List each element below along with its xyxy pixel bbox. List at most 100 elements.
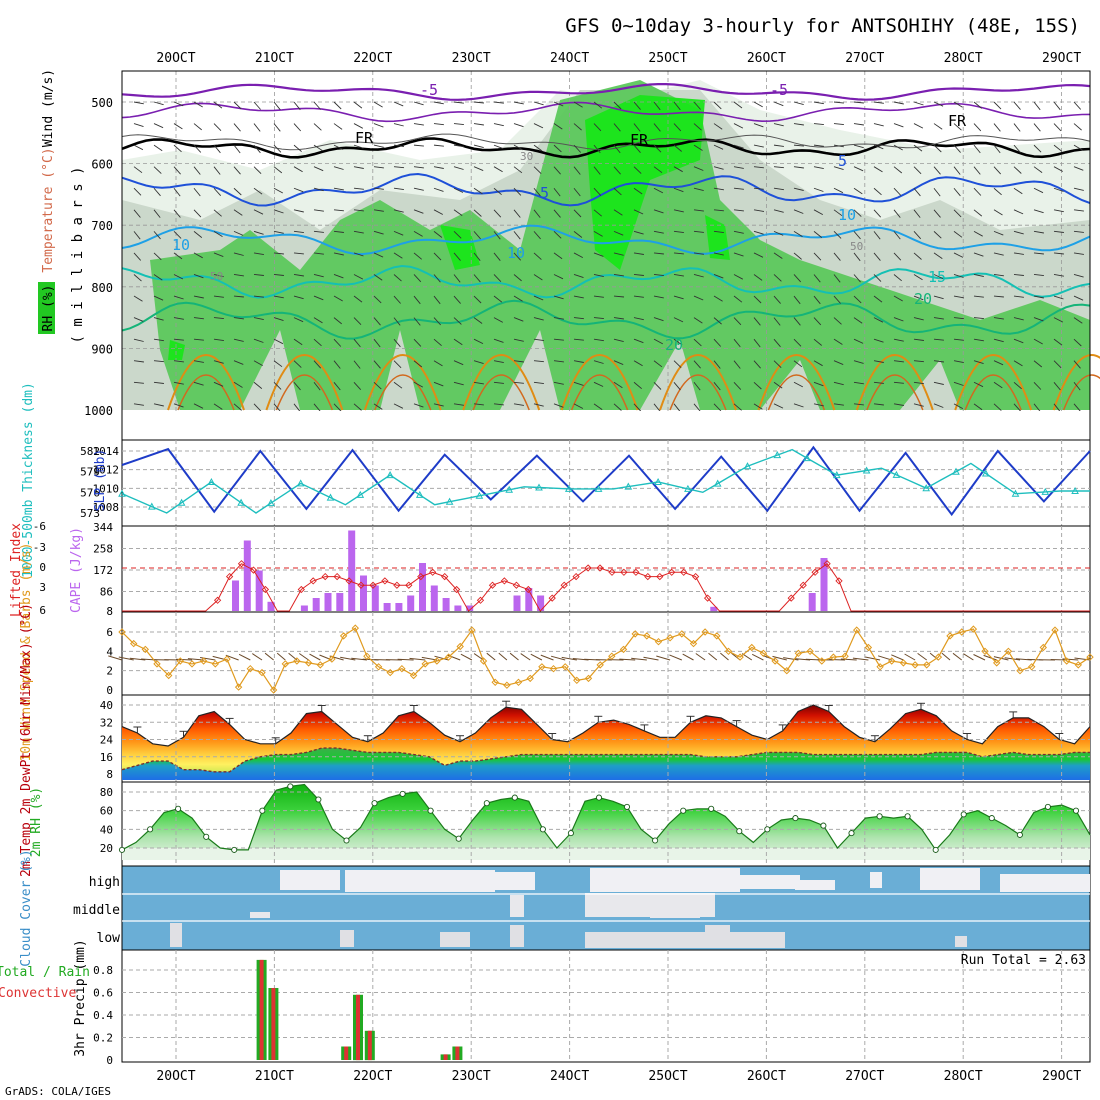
wind-barb <box>913 274 923 281</box>
wind-marker <box>852 626 861 634</box>
wind-barb <box>833 231 842 239</box>
wind-barb <box>1013 274 1024 276</box>
wind-barb <box>613 403 622 411</box>
wind-barb <box>853 252 861 262</box>
li-marker <box>680 568 688 576</box>
wind-barb <box>793 338 802 347</box>
wind-barb <box>553 209 561 218</box>
wind-barb <box>253 230 264 235</box>
wind-barb <box>853 166 864 172</box>
wind-barb <box>133 166 143 174</box>
rh-fill <box>122 784 1090 860</box>
wind-marker <box>724 647 733 656</box>
wind-barb <box>393 295 401 304</box>
wind-barb <box>613 360 624 366</box>
cape-frame <box>121 525 1091 613</box>
wind-barb <box>513 101 524 105</box>
wind-barb <box>1073 382 1081 391</box>
slp-frame <box>121 439 1091 527</box>
thickness-marker <box>326 493 335 501</box>
cape-li-panel: -6 -3 0 3 6 8 86 172 258 344 <box>33 520 1091 618</box>
thickness-marker <box>862 466 871 474</box>
wind-barb <box>333 252 344 256</box>
wind-barb <box>633 381 642 390</box>
wind-barb <box>753 230 764 235</box>
slp-ytick: 1010 <box>93 482 120 495</box>
wind-barb <box>553 123 563 130</box>
wind-barb <box>593 403 603 410</box>
footer-credit: GrADS: COLA/IGES <box>5 1085 111 1098</box>
cape-bar <box>360 575 367 611</box>
precip-ytick: 0.8 <box>93 964 113 977</box>
wind-marker <box>911 661 919 669</box>
wind-barb <box>893 295 903 302</box>
wind-barb <box>413 274 422 283</box>
wind-barb <box>613 295 625 298</box>
wind-barb <box>373 295 382 304</box>
wind-barb <box>973 317 984 320</box>
wind-barb <box>193 231 203 238</box>
wind-barb <box>973 654 986 661</box>
wind-barb <box>865 656 881 661</box>
wind-barb <box>993 144 1001 154</box>
cloud-high-patch <box>345 870 495 892</box>
upper-ytick: 700 <box>91 219 113 233</box>
wind-barb <box>753 123 764 128</box>
wind-barb <box>593 338 604 342</box>
wind-barb <box>273 295 284 299</box>
wind-barb <box>252 653 263 661</box>
wind-barb <box>373 338 381 348</box>
wind-barb <box>153 295 164 301</box>
wind-barb <box>933 166 941 175</box>
wind-barb <box>773 403 784 409</box>
wind-barb <box>713 144 724 150</box>
wind-barb <box>299 653 309 661</box>
wind-barb <box>793 123 804 126</box>
thickness-marker <box>624 482 633 490</box>
wind-barb <box>393 274 402 282</box>
wind-barb <box>573 317 584 320</box>
wind-barb <box>773 381 783 389</box>
wind-barb <box>613 101 622 110</box>
wind-barb <box>813 187 824 192</box>
surface-temp-peak-inner <box>866 374 924 411</box>
wind-barb <box>893 252 902 261</box>
wind-barb <box>713 123 723 130</box>
wind-barb <box>933 381 944 385</box>
surface-temp-peak <box>659 354 737 411</box>
thickness-marker <box>922 484 931 492</box>
wind-marker <box>421 660 429 668</box>
wind-barb <box>513 403 524 406</box>
wind-barb <box>513 360 524 363</box>
wind-barb <box>373 274 383 281</box>
rh2m-ylabel: 2m RH (%) <box>29 787 44 857</box>
wind-barb <box>421 656 437 661</box>
cape-ytick: 258 <box>93 543 113 556</box>
wind-barb <box>693 338 702 347</box>
wind-barb <box>513 295 523 302</box>
wind-barb <box>573 274 584 279</box>
wind-barb <box>473 187 483 195</box>
wind-barb <box>733 360 741 369</box>
li-marker <box>668 568 676 576</box>
temp-contour-5 <box>121 172 1091 207</box>
wind-barb <box>153 209 161 218</box>
wind-barb <box>133 295 143 302</box>
thickness-ylabel: 1000-500mb Thickness (dm) <box>21 382 36 578</box>
wind-barb <box>1033 274 1044 277</box>
wind-marker <box>281 660 290 668</box>
wind-barb <box>513 252 522 261</box>
wind-barb <box>733 252 744 257</box>
surface-temp-peak <box>363 354 442 411</box>
wind-barb <box>933 360 944 363</box>
wind-barb <box>173 338 184 341</box>
wind-barb <box>933 101 944 107</box>
wind-barb <box>633 166 642 174</box>
wind-barb <box>633 230 644 235</box>
precip-conv-bar <box>356 994 360 1061</box>
wind-barb <box>313 403 321 412</box>
wind-barb <box>253 317 264 321</box>
wind-barb <box>593 381 604 387</box>
wind-barb <box>213 144 221 154</box>
wind-barb <box>253 101 261 110</box>
